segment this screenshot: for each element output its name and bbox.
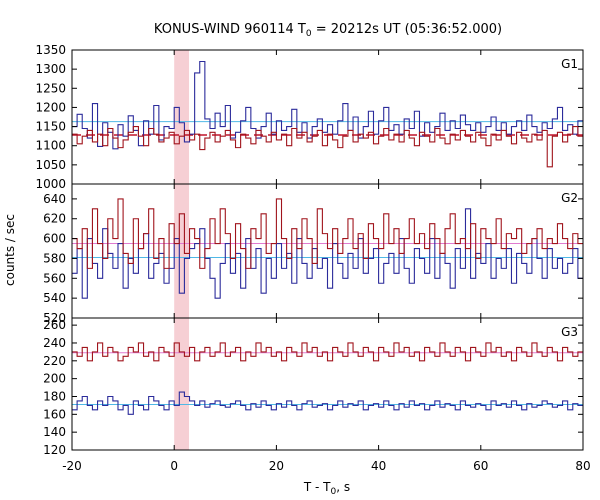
y-tick-label: 120 [43, 443, 66, 457]
x-ticks-group: -20 0 20 40 60 80 [62, 459, 590, 473]
series-g2-blue [72, 208, 583, 299]
y-tick-label: 1200 [35, 100, 66, 114]
panel-g3: 120 140 160 180 200 220 240 260 G3 [43, 317, 584, 457]
y-tick-label: 560 [43, 271, 66, 285]
y-tick-label: 1000 [35, 177, 66, 191]
panel-label: G2 [561, 191, 578, 205]
series-g3-red [72, 342, 583, 362]
y-tick-label: 1250 [35, 81, 66, 95]
y-tick-label: 200 [43, 372, 66, 386]
x-tick-label: 0 [170, 459, 178, 473]
y-tick-label: 1300 [35, 62, 66, 76]
panel-frame-g1 [71, 49, 584, 185]
y-tick-label: 1150 [35, 120, 66, 134]
y-tick-label: 600 [43, 232, 66, 246]
y-tick-label: 620 [43, 212, 66, 226]
y-tick-label: 180 [43, 389, 66, 403]
panel-frame-g3 [71, 317, 584, 451]
y-tick-label: 260 [43, 318, 66, 332]
panels-group: 1000 1050 1100 1150 1200 1250 1300 1350 G1 520 540… [35, 43, 584, 457]
series-g3-blue [72, 391, 583, 415]
x-tick-label: 80 [575, 459, 590, 473]
series-g1-blue [72, 60, 583, 150]
panel-label: G1 [561, 57, 578, 71]
x-axis-label: T - T0, s [303, 480, 350, 497]
highlight-band [174, 50, 190, 450]
panel-g2: 520 540 560 580 600 620 640 G2 [43, 183, 584, 325]
y-tick-label: 220 [43, 354, 66, 368]
y-tick-label: 640 [43, 192, 66, 206]
series-g2-red [72, 198, 583, 269]
panel-g1: 1000 1050 1100 1150 1200 1250 1300 1350 G1 [35, 43, 584, 191]
x-tick-label: 60 [473, 459, 488, 473]
series-g1-red [72, 126, 583, 168]
y-tick-label: 240 [43, 336, 66, 350]
y-tick-label: 1350 [35, 43, 66, 57]
y-tick-label: 1050 [35, 158, 66, 172]
y-tick-label: 160 [43, 407, 66, 421]
panel-label: G3 [561, 325, 578, 339]
x-tick-label: -20 [62, 459, 82, 473]
y-tick-label: 540 [43, 291, 66, 305]
y-axis-label: counts / sec [3, 214, 17, 286]
y-tick-label: 580 [43, 251, 66, 265]
y-tick-label: 140 [43, 425, 66, 439]
x-tick-label: 20 [269, 459, 284, 473]
chart-title: KONUS-WIND 960114 T0 = 20212s UT (05:36:… [154, 22, 502, 39]
y-tick-label: 520 [43, 311, 66, 325]
y-tick-label: 1100 [35, 139, 66, 153]
x-tick-label: 40 [371, 459, 386, 473]
